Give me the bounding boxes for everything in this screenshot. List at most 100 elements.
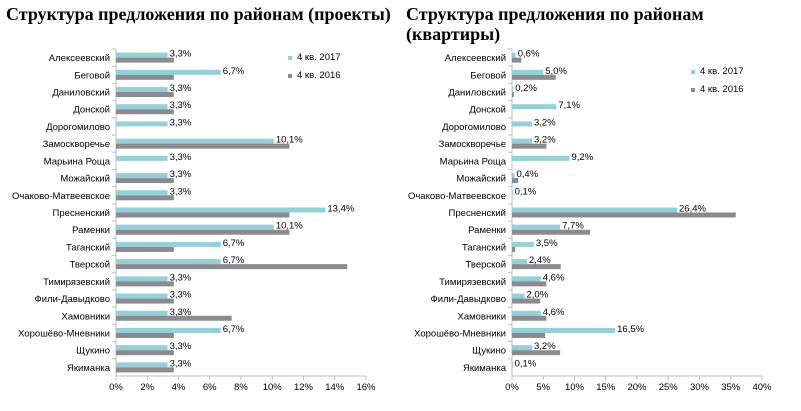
- bar-2016: [116, 229, 290, 235]
- data-label: 3,3%: [170, 186, 192, 197]
- category-label: Таганский: [462, 242, 506, 253]
- chart-svg: 0% 5% 10% 15% 20% 25% 30% 35% 40% Алексеевский 0,6…: [408, 48, 772, 393]
- bar-2017: [512, 173, 515, 179]
- bar-2016: [116, 298, 174, 304]
- category-label: Пресненский: [449, 208, 506, 219]
- bar-2016: [512, 57, 522, 63]
- bar-2017: [116, 207, 326, 213]
- data-label: 6,7%: [223, 238, 245, 249]
- bar-2016: [512, 212, 736, 218]
- data-label: 13,4%: [327, 204, 354, 215]
- x-tick-label: 16%: [356, 382, 376, 393]
- data-label: 26,4%: [679, 204, 706, 215]
- bar-2016: [512, 246, 516, 252]
- bar-2017: [116, 362, 168, 368]
- data-label: 4,6%: [543, 272, 565, 283]
- bar-2016: [512, 74, 556, 80]
- bar-2016: [116, 264, 348, 270]
- bar-2017: [116, 52, 168, 58]
- data-label: 3,3%: [170, 117, 192, 128]
- category-label: Фили-Давыдково: [35, 294, 110, 305]
- category-label: Раменки: [72, 225, 110, 236]
- data-label: 3,2%: [534, 341, 556, 352]
- data-label: 5,0%: [545, 66, 567, 77]
- bar-2016: [512, 143, 547, 149]
- data-label: 3,5%: [536, 238, 558, 249]
- bar-2017: [116, 173, 168, 179]
- x-tick-label: 25%: [659, 382, 679, 393]
- category-label: Марьина Роща: [44, 156, 111, 167]
- category-label: Замоскворечье: [43, 139, 110, 150]
- bar-2017: [116, 259, 221, 265]
- category-label: Щукино: [76, 346, 110, 357]
- bar-2017: [512, 104, 557, 110]
- data-label: 4,6%: [543, 307, 565, 318]
- bar-2017: [116, 69, 221, 75]
- x-tick-label: 30%: [690, 382, 710, 393]
- bar-2017: [116, 293, 168, 299]
- data-label: 3,3%: [170, 358, 192, 369]
- category-label: Тверской: [466, 260, 507, 271]
- category-label: Раменки: [468, 225, 506, 236]
- chart-projects: Структура предложения по районам (проект…: [0, 0, 400, 411]
- legend-label: 4 кв. 2017: [700, 66, 744, 77]
- bar-2017: [116, 224, 274, 230]
- bar-2017: [512, 87, 514, 93]
- bar-2017: [512, 190, 513, 196]
- bar-2017: [512, 310, 541, 316]
- x-tick-label: 20%: [627, 382, 647, 393]
- bar-2016: [512, 178, 519, 184]
- bar-2017: [116, 138, 274, 144]
- category-label: Таганский: [66, 242, 110, 253]
- data-label: 0,2%: [515, 83, 537, 94]
- legend-swatch-2017: [691, 70, 695, 74]
- data-label: 3,3%: [170, 49, 192, 60]
- category-label: Хорошёво-Мневники: [414, 328, 506, 339]
- category-label: Тимирязевский: [439, 277, 506, 288]
- legend-label: 4 кв. 2017: [297, 52, 341, 63]
- category-label: Дорогомилово: [46, 122, 110, 133]
- x-tick-label: 12%: [294, 382, 314, 393]
- category-label: Очаково-Матвеевское: [12, 191, 110, 202]
- legend-label: 4 кв. 2016: [700, 84, 744, 95]
- category-label: Донской: [73, 105, 110, 116]
- bar-2017: [512, 138, 532, 144]
- bar-2016: [116, 332, 174, 338]
- data-label: 6,7%: [223, 255, 245, 266]
- bar-2017: [512, 224, 561, 230]
- data-label: 3,3%: [170, 290, 192, 301]
- legend-label: 4 кв. 2016: [297, 70, 341, 81]
- data-label: 3,3%: [170, 272, 192, 283]
- bar-2017: [512, 52, 516, 58]
- category-label: Хорошёво-Мневники: [18, 328, 110, 339]
- x-tick-label: 14%: [325, 382, 345, 393]
- bar-2017: [512, 345, 532, 351]
- x-tick-label: 35%: [721, 382, 741, 393]
- bar-2017: [116, 327, 221, 333]
- bar-2017: [512, 293, 525, 299]
- category-label: Беговой: [470, 70, 506, 81]
- bar-2016: [116, 92, 174, 98]
- data-label: 2,4%: [529, 255, 551, 266]
- category-label: Тимирязевский: [43, 277, 110, 288]
- bar-2016: [512, 281, 547, 287]
- data-label: 3,3%: [170, 307, 192, 318]
- data-label: 9,2%: [572, 152, 594, 163]
- legend-swatch-2017: [288, 56, 292, 60]
- category-label: Хамовники: [62, 311, 111, 322]
- bar-2017: [116, 241, 221, 247]
- bar-2016: [512, 315, 547, 321]
- bar-2016: [116, 246, 174, 252]
- data-label: 2,0%: [527, 290, 549, 301]
- bar-2017: [116, 155, 168, 161]
- bar-2016: [116, 212, 290, 218]
- data-label: 3,2%: [534, 117, 556, 128]
- data-label: 0,1%: [515, 186, 537, 197]
- x-tick-label: 10%: [565, 382, 585, 393]
- bar-2017: [512, 362, 513, 368]
- category-label: Тверской: [70, 260, 111, 271]
- category-label: Якиманка: [67, 363, 111, 374]
- bar-2016: [116, 143, 290, 149]
- category-label: Якиманка: [463, 363, 507, 374]
- x-tick-label: 0%: [109, 382, 123, 393]
